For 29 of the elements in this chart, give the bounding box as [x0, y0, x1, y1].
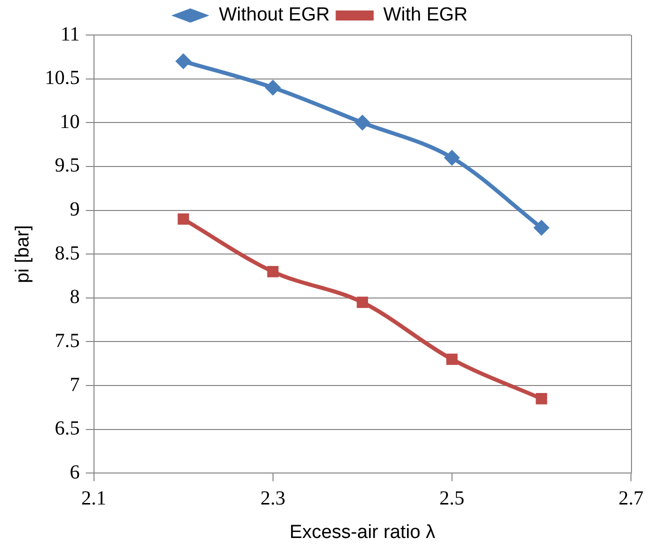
point — [178, 213, 189, 225]
y-tick-label: 9.5 — [54, 154, 80, 177]
y-tick-label: 10.5 — [44, 67, 80, 90]
y-tick-label: 10 — [60, 110, 80, 133]
y-tick-label: 7.5 — [54, 330, 80, 352]
legend-label: Without EGR — [218, 4, 330, 26]
point — [175, 53, 192, 70]
point — [264, 80, 281, 96]
point — [354, 114, 370, 131]
x-tick-label: 2.1 — [81, 487, 106, 510]
point — [446, 354, 458, 365]
y-tick-label: 7 — [70, 374, 80, 396]
point — [444, 150, 460, 166]
x-axis-title: Excess-air ratio λ — [290, 522, 436, 543]
y-tick-label: 8.5 — [54, 242, 80, 264]
y-tick-label: 11 — [60, 23, 80, 46]
x-tick-label: 2.3 — [260, 487, 286, 510]
point — [267, 266, 279, 278]
y-tick-label: 6.5 — [54, 418, 80, 440]
y-tick-label: 8 — [70, 286, 80, 308]
point — [356, 296, 368, 308]
y-axis-title: pi [bar] — [12, 225, 34, 284]
x-tick-label: 2.5 — [439, 487, 464, 510]
point — [536, 393, 548, 404]
y-tick-label: 9 — [70, 198, 80, 221]
x-tick-label: 2.7 — [618, 487, 644, 510]
y-tick-label: 6 — [70, 461, 80, 484]
legend-label: With EGR — [383, 4, 468, 26]
point — [533, 220, 550, 236]
